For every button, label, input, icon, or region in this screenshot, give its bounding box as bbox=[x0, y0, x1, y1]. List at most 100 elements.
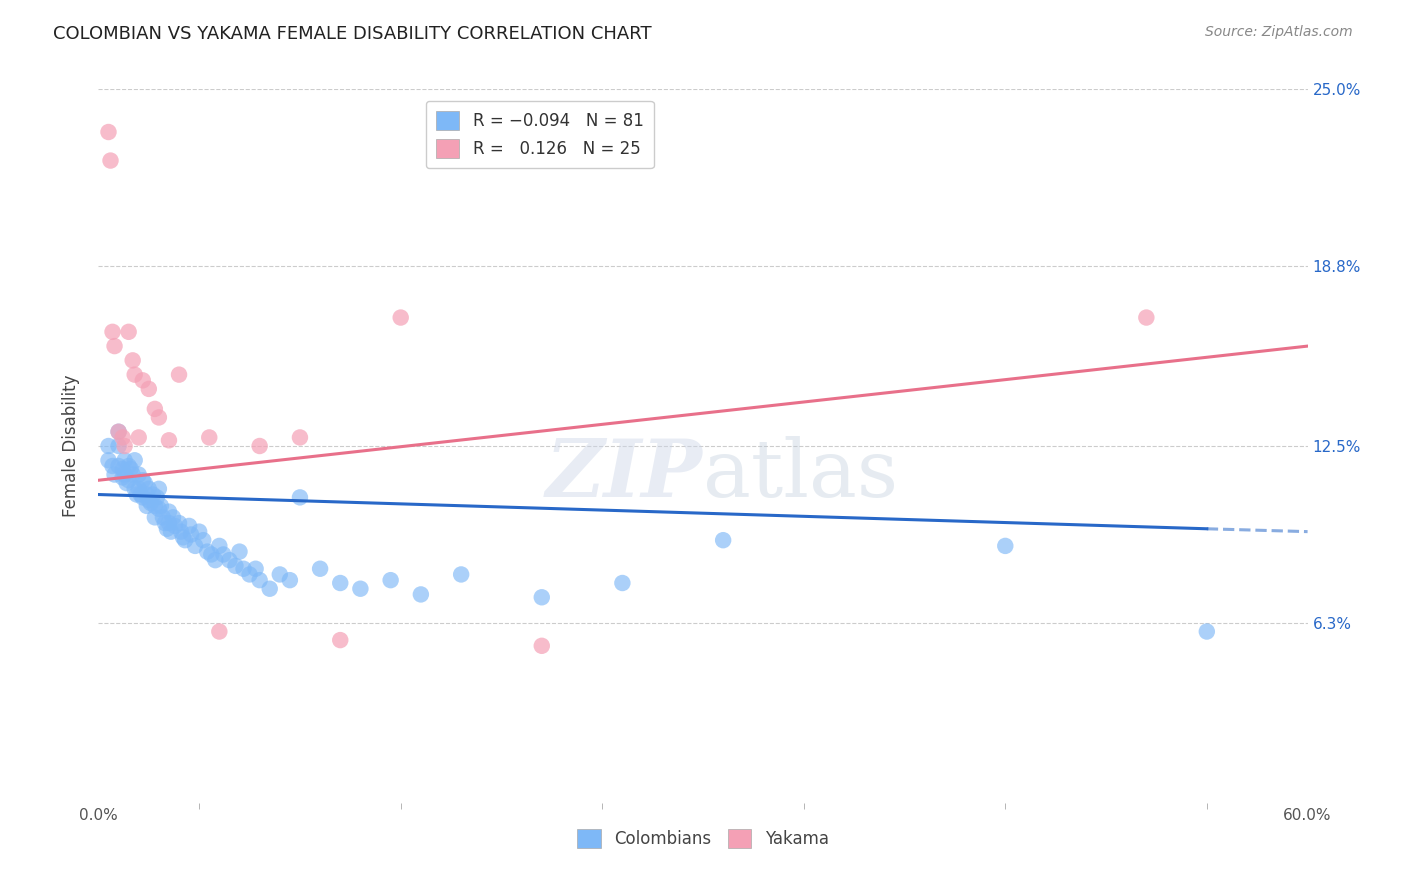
Text: ZIP: ZIP bbox=[546, 436, 703, 513]
Point bbox=[101, 325, 124, 339]
Point bbox=[148, 410, 170, 425]
Point bbox=[249, 439, 271, 453]
Point bbox=[129, 487, 152, 501]
Point bbox=[128, 430, 150, 444]
Point bbox=[152, 510, 174, 524]
Point bbox=[409, 587, 432, 601]
Point bbox=[132, 473, 155, 487]
Point bbox=[288, 491, 311, 505]
Point bbox=[118, 458, 141, 473]
Point bbox=[269, 567, 291, 582]
Point bbox=[114, 467, 136, 482]
Point bbox=[135, 499, 157, 513]
Point bbox=[124, 368, 146, 382]
Point bbox=[143, 510, 166, 524]
Point bbox=[239, 567, 262, 582]
Point bbox=[148, 501, 170, 516]
Point bbox=[128, 467, 150, 482]
Point bbox=[1135, 310, 1157, 325]
Point bbox=[157, 434, 180, 448]
Point bbox=[138, 493, 160, 508]
Point bbox=[135, 487, 157, 501]
Point bbox=[134, 476, 156, 491]
Point bbox=[157, 505, 180, 519]
Point bbox=[228, 544, 250, 558]
Point bbox=[160, 524, 183, 539]
Text: atlas: atlas bbox=[703, 435, 898, 514]
Point bbox=[195, 544, 218, 558]
Point bbox=[107, 458, 129, 473]
Point bbox=[103, 339, 125, 353]
Point bbox=[278, 573, 301, 587]
Point bbox=[179, 519, 201, 533]
Point bbox=[111, 462, 134, 476]
Point bbox=[188, 524, 211, 539]
Point bbox=[167, 516, 190, 530]
Point bbox=[118, 473, 141, 487]
Point bbox=[612, 576, 634, 591]
Point bbox=[167, 368, 190, 382]
Point bbox=[100, 153, 122, 168]
Point bbox=[259, 582, 281, 596]
Text: COLOMBIAN VS YAKAMA FEMALE DISABILITY CORRELATION CHART: COLOMBIAN VS YAKAMA FEMALE DISABILITY CO… bbox=[53, 25, 652, 43]
Point bbox=[138, 382, 160, 396]
Legend: Colombians, Yakama: Colombians, Yakama bbox=[571, 822, 835, 855]
Point bbox=[124, 482, 146, 496]
Point bbox=[309, 562, 332, 576]
Point bbox=[142, 487, 165, 501]
Point bbox=[174, 533, 197, 548]
Point bbox=[450, 567, 472, 582]
Point bbox=[120, 462, 142, 476]
Point bbox=[97, 439, 120, 453]
Point bbox=[204, 553, 226, 567]
Point bbox=[103, 467, 125, 482]
Point bbox=[115, 476, 138, 491]
Point bbox=[107, 425, 129, 439]
Point bbox=[128, 482, 150, 496]
Point bbox=[180, 527, 202, 541]
Point bbox=[118, 325, 141, 339]
Y-axis label: Female Disability: Female Disability bbox=[62, 375, 80, 517]
Point bbox=[125, 487, 148, 501]
Point bbox=[208, 539, 231, 553]
Point bbox=[198, 430, 221, 444]
Point bbox=[132, 373, 155, 387]
Point bbox=[994, 539, 1017, 553]
Point bbox=[111, 430, 134, 444]
Point bbox=[349, 582, 371, 596]
Point bbox=[208, 624, 231, 639]
Point bbox=[138, 482, 160, 496]
Point bbox=[249, 573, 271, 587]
Point bbox=[111, 470, 134, 484]
Point bbox=[143, 499, 166, 513]
Point bbox=[212, 548, 235, 562]
Point bbox=[114, 453, 136, 467]
Point bbox=[530, 591, 553, 605]
Point bbox=[101, 458, 124, 473]
Point bbox=[162, 510, 184, 524]
Point bbox=[172, 530, 194, 544]
Point bbox=[163, 519, 186, 533]
Point bbox=[1195, 624, 1218, 639]
Point bbox=[184, 539, 207, 553]
Point bbox=[143, 401, 166, 416]
Point bbox=[530, 639, 553, 653]
Point bbox=[153, 516, 176, 530]
Point bbox=[389, 310, 412, 325]
Point bbox=[114, 439, 136, 453]
Point bbox=[157, 516, 180, 530]
Point bbox=[156, 522, 179, 536]
Point bbox=[132, 491, 155, 505]
Point bbox=[218, 553, 240, 567]
Point bbox=[170, 524, 193, 539]
Point bbox=[121, 353, 143, 368]
Point bbox=[329, 633, 352, 648]
Point bbox=[711, 533, 734, 548]
Point bbox=[288, 430, 311, 444]
Point bbox=[380, 573, 402, 587]
Point bbox=[148, 482, 170, 496]
Point bbox=[107, 425, 129, 439]
Point bbox=[107, 439, 129, 453]
Point bbox=[329, 576, 352, 591]
Point bbox=[97, 453, 120, 467]
